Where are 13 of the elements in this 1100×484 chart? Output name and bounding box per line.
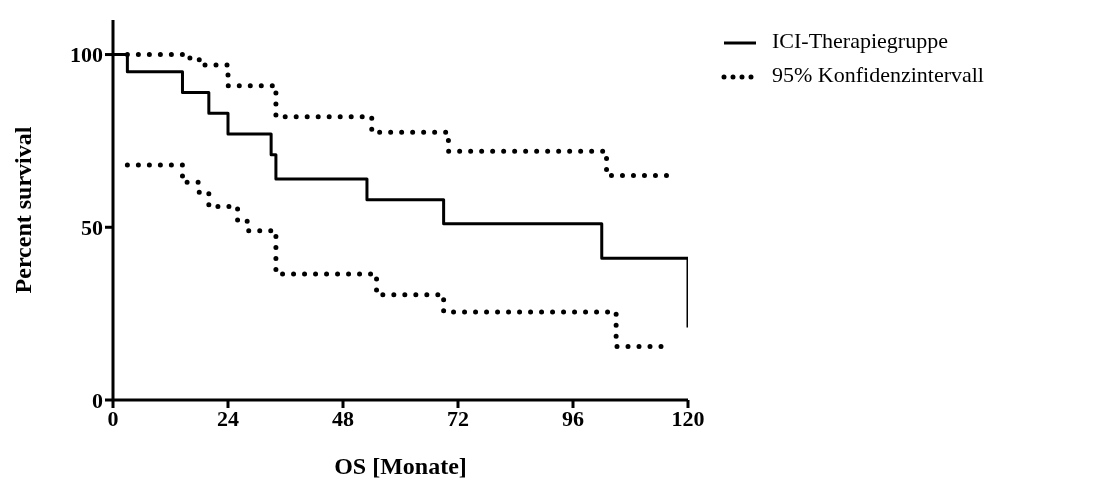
y-tick-label: 100 bbox=[70, 42, 103, 68]
y-tick-label: 50 bbox=[81, 215, 103, 241]
x-tick-label: 120 bbox=[671, 405, 705, 431]
y-axis-title: Percent survival bbox=[9, 126, 36, 294]
y-tick-label: 0 bbox=[92, 387, 103, 413]
x-tick-label: 72 bbox=[447, 405, 469, 431]
x-tick-label: 96 bbox=[562, 405, 584, 431]
x-tick-label: 24 bbox=[217, 405, 239, 431]
legend-label: ICI-Therapiegruppe bbox=[772, 28, 948, 54]
x-axis-title: OS [Monate] bbox=[334, 453, 467, 479]
x-tick-label: 48 bbox=[332, 405, 354, 431]
legend-label: 95% Konfidenzintervall bbox=[772, 62, 984, 88]
x-tick-label: 0 bbox=[107, 405, 119, 431]
